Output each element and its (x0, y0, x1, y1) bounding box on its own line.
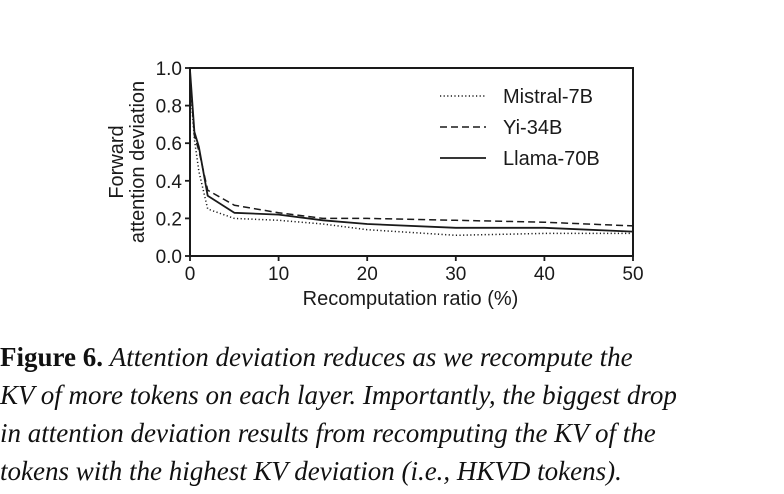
caption-line-1: Figure 6. Attention deviation reduces as… (0, 338, 784, 376)
attention-deviation-chart: 0 10 20 30 40 50 0.0 0.2 0.4 0.6 0.8 1.0 Recomputati… (106, 59, 644, 310)
series-line-mistral-7b (189, 82, 633, 237)
plot-area (189, 69, 634, 237)
y-tick-label: 0.0 (156, 247, 182, 268)
y-tick-label: 0.8 (156, 97, 182, 118)
x-tick-label: 10 (268, 264, 289, 285)
x-axis-title: Recomputation ratio (%) (303, 288, 519, 310)
legend-label-mistral-7b: Mistral-7B (503, 86, 593, 108)
series-line-llama-70b (189, 69, 634, 233)
x-tick-label: 20 (357, 264, 378, 285)
y-tick-label: 0.2 (156, 209, 182, 230)
x-tick-label: 0 (185, 264, 196, 285)
x-tick-label: 30 (445, 264, 466, 285)
caption-text-1: Attention deviation reduces as we recomp… (109, 342, 633, 372)
y-axis-title-line: Forward (106, 125, 128, 198)
legend-label-llama-70b: Llama-70B (503, 148, 600, 170)
caption-line-4: tokens with the highest KV deviation (i.… (0, 456, 622, 486)
caption-line-2: KV of more tokens on each layer. Importa… (0, 380, 677, 410)
y-tick-label: 0.4 (156, 172, 183, 193)
legend: Mistral-7B Yi-34B Llama-70B (440, 86, 600, 170)
figure-caption: Figure 6. Attention deviation reduces as… (0, 338, 784, 490)
plot-frame (189, 67, 634, 257)
caption-label: Figure 6. (0, 342, 103, 372)
series-line-yi-34b (189, 77, 634, 227)
y-tick-label: 1.0 (156, 59, 182, 80)
caption-line-3: in attention deviation results from reco… (0, 418, 656, 448)
x-tick-label: 50 (622, 264, 643, 285)
axes: 0 10 20 30 40 50 0.0 0.2 0.4 0.6 0.8 1.0 Recomputati… (106, 59, 644, 310)
x-tick-label: 40 (534, 264, 555, 285)
y-axis-title-line: attention deviation (127, 81, 149, 243)
y-tick-label: 0.6 (156, 134, 182, 155)
legend-label-yi-34b: Yi-34B (503, 117, 562, 139)
y-axis-title: Forwardattention deviation (106, 81, 149, 243)
